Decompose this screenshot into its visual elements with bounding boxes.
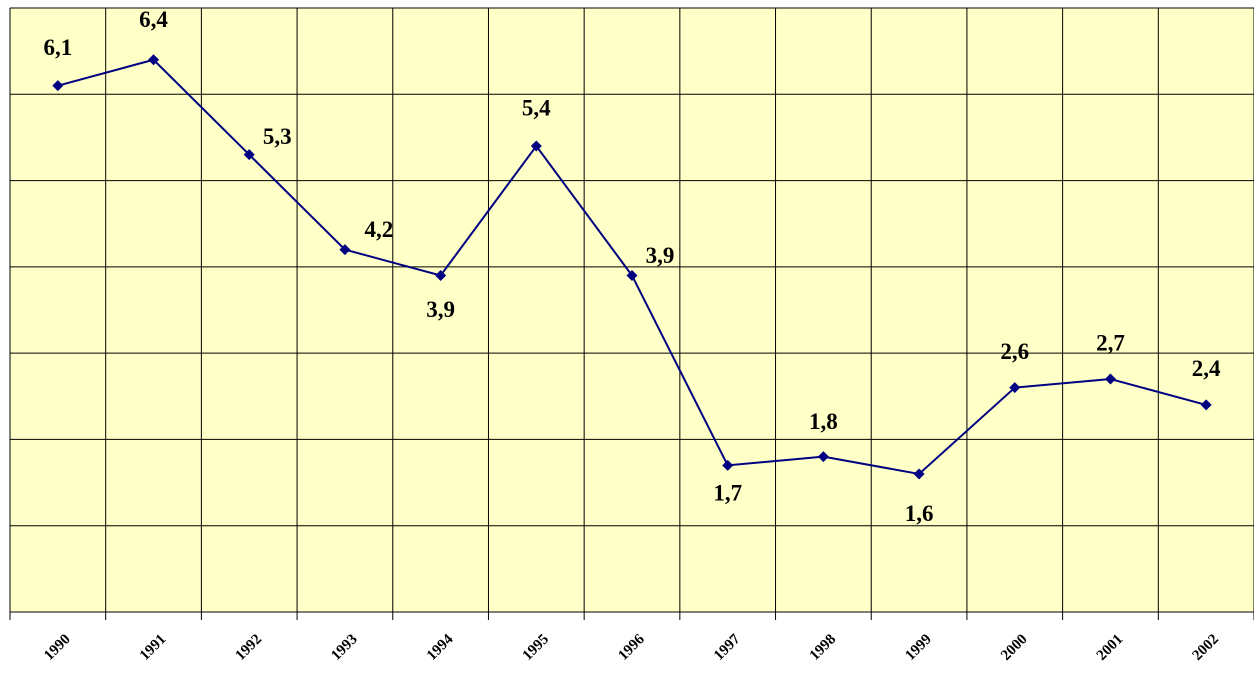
- data-label: 6,1: [43, 35, 72, 60]
- data-marker: [243, 149, 255, 161]
- x-tick-label: 1999: [902, 631, 935, 664]
- data-marker: [530, 140, 542, 152]
- x-tick-label: 2000: [998, 631, 1031, 664]
- data-label: 5,3: [263, 124, 292, 149]
- data-label: 2,4: [1192, 356, 1221, 381]
- data-label: 1,8: [809, 409, 838, 434]
- data-label: 1,7: [713, 481, 742, 506]
- x-tick-label: 1998: [807, 631, 840, 664]
- data-label: 2,7: [1096, 330, 1125, 355]
- x-tick-label: 1991: [137, 631, 170, 664]
- data-label: 2,6: [1000, 339, 1029, 364]
- x-tick-label: 1995: [520, 631, 553, 664]
- data-marker: [1104, 373, 1116, 385]
- data-marker: [626, 269, 638, 281]
- data-label: 4,2: [365, 217, 394, 242]
- data-label: 6,4: [139, 7, 168, 32]
- x-tick-label: 1994: [424, 631, 457, 664]
- x-tick-label: 2001: [1094, 631, 1127, 664]
- data-marker: [339, 244, 351, 256]
- data-marker: [148, 54, 160, 66]
- x-tick-label: 1997: [711, 631, 744, 664]
- data-marker: [913, 468, 925, 480]
- data-marker: [817, 451, 829, 463]
- x-tick-label: 1992: [233, 631, 266, 664]
- data-label: 1,6: [905, 501, 934, 526]
- data-marker: [1009, 382, 1021, 394]
- plot-area: [10, 8, 1254, 612]
- data-marker: [722, 459, 734, 471]
- data-marker: [435, 269, 447, 281]
- data-marker: [52, 80, 64, 92]
- x-tick-label: 1993: [328, 631, 361, 664]
- data-marker: [1200, 399, 1212, 411]
- x-tick-label: 2002: [1189, 631, 1222, 664]
- data-label: 5,4: [522, 95, 551, 120]
- data-label: 3,9: [426, 297, 455, 322]
- data-label: 3,9: [646, 243, 675, 268]
- x-tick-label: 1996: [615, 631, 648, 664]
- x-tick-label: 1990: [41, 631, 74, 664]
